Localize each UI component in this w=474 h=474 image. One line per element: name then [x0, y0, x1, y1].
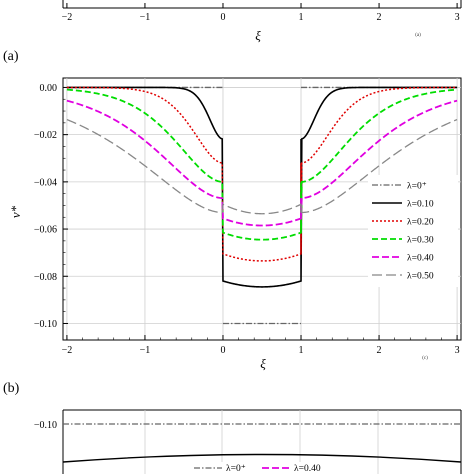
y-axis-label: v*	[8, 205, 23, 218]
top-strip-sublabel: (a)	[415, 33, 421, 38]
legend-label: λ=0.10	[407, 200, 434, 210]
plot-frame	[62, 77, 462, 341]
y-tick-label: 0.00	[40, 83, 58, 94]
top-strip-tick-label: 1	[299, 12, 304, 23]
series-line-5	[66, 118, 458, 215]
y-tick-label: −0.06	[34, 225, 57, 236]
series-lines	[66, 86, 458, 325]
x-tick-label: −2	[62, 345, 73, 356]
panel-a-label: (a)	[3, 49, 19, 64]
y-tick-label: −0.04	[34, 177, 57, 188]
legend-box	[368, 175, 458, 287]
corner-label: (c)	[422, 356, 428, 361]
x-tick-label: 0	[220, 345, 225, 356]
legend-label: λ=0.30	[407, 236, 434, 246]
top-strip-tick-label: 3	[455, 12, 460, 23]
legend-label: λ=0.40	[407, 254, 434, 264]
legend-label: λ=0⁺	[407, 182, 427, 192]
y-tick-label: −0.08	[34, 272, 57, 283]
legend: λ=0⁺ λ=0.10 λ=0.20 λ=0.30 λ=0.40 λ=0.50	[368, 175, 458, 287]
panel-b-label: (b)	[3, 381, 20, 396]
top-strip-tick-label: 2	[377, 12, 382, 23]
legend-label: λ=0.50	[407, 272, 434, 282]
x-tick-label: 2	[377, 345, 382, 356]
bottom-strip-ytick: −0.10	[34, 420, 57, 431]
top-strip-xlabel: ξ	[255, 28, 261, 43]
series-line-4	[66, 99, 458, 227]
series-line-1	[66, 86, 458, 288]
bottom-strip-series-black	[62, 453, 462, 463]
bottom-strip: −0.10 λ=0⁺ λ=0.40	[34, 409, 462, 474]
x-axis: −2 −1 0 1 2 3	[62, 335, 460, 356]
x-axis-label: ξ	[260, 356, 266, 371]
top-strip: −2 −1 0 1 2 3 ξ (a)	[62, 0, 462, 43]
top-strip-tick-label: −1	[140, 12, 151, 23]
y-tick-label: −0.10	[34, 319, 57, 330]
main-chart: 0.00 −0.02 −0.04 −0.06 −0.08 −0.10 −2 −1 0 1 2 3 ξ…	[8, 77, 462, 371]
top-strip-tick-label: −2	[62, 12, 73, 23]
top-strip-tick-label: 0	[220, 12, 225, 23]
bottom-legend-label-1: λ=0.40	[294, 464, 321, 474]
x-tick-label: −1	[140, 345, 151, 356]
legend-label: λ=0.20	[407, 218, 434, 228]
x-tick-label: 1	[299, 345, 304, 356]
x-tick-label: 3	[455, 345, 460, 356]
series-line-2	[66, 86, 458, 262]
bottom-legend-label-0: λ=0⁺	[226, 464, 246, 474]
y-tick-label: −0.02	[34, 130, 57, 141]
series-line-3	[66, 88, 458, 241]
y-axis: 0.00 −0.02 −0.04 −0.06 −0.08 −0.10	[34, 83, 68, 330]
